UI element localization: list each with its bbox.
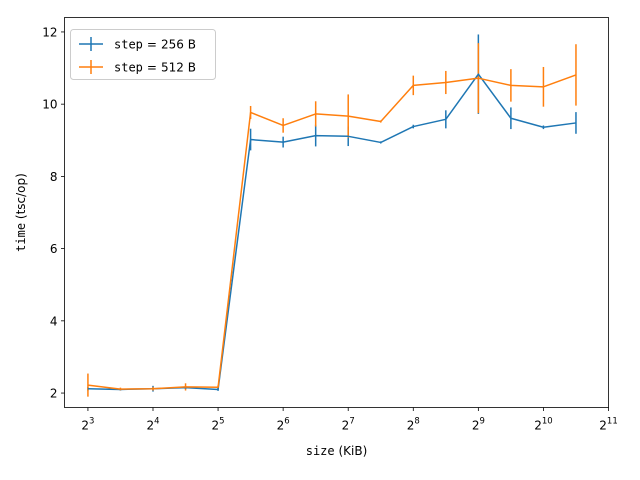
y-tick-label-2: 6 xyxy=(50,242,58,256)
legend-frame xyxy=(70,29,216,80)
series-line-0 xyxy=(87,73,577,391)
series-line-1 xyxy=(87,74,577,390)
x-tick-label-3: 26 xyxy=(277,417,290,433)
y-tick-label-1: 4 xyxy=(50,314,58,328)
legend: step = 256 B step = 512 B xyxy=(70,29,216,80)
x-tick-label-2: 25 xyxy=(212,417,225,433)
y-tick-label-0: 2 xyxy=(50,387,58,401)
y-tick-label-5: 12 xyxy=(42,25,57,39)
legend-label-1: step = 512 B xyxy=(114,61,196,75)
plot-frame xyxy=(64,17,609,408)
x-tick-label-1: 24 xyxy=(146,417,159,433)
x-tick-label-4: 27 xyxy=(342,417,355,433)
x-tick-label-5: 28 xyxy=(407,417,420,433)
x-tick-label-6: 29 xyxy=(472,417,485,433)
error-bars xyxy=(87,34,577,397)
series-lines xyxy=(87,73,577,391)
y-tick-label-3: 8 xyxy=(50,170,58,184)
x-axis: 23 24 25 26 27 28 29 210 211 xyxy=(81,407,618,433)
x-tick-label-0: 23 xyxy=(81,417,94,433)
legend-entry-1: step = 512 B xyxy=(79,60,196,75)
legend-label-0: step = 256 B xyxy=(114,38,196,52)
x-axis-label: size (KiB) xyxy=(306,444,368,458)
y-tick-label-4: 10 xyxy=(42,98,57,112)
x-tick-label-8: 211 xyxy=(599,417,617,433)
y-axis-label: time (tsc/op) xyxy=(14,173,28,252)
y-axis: 2 4 6 8 10 12 xyxy=(42,25,65,401)
legend-entry-0: step = 256 B xyxy=(79,37,196,52)
x-tick-label-7: 210 xyxy=(534,417,552,433)
